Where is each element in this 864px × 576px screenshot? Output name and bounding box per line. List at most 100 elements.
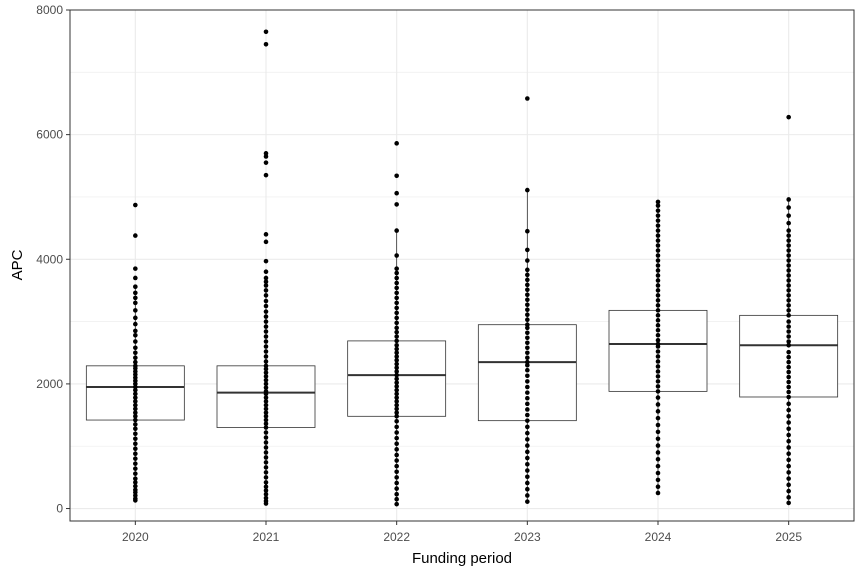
- data-point: [394, 430, 399, 435]
- data-point: [655, 374, 661, 379]
- data-point: [133, 399, 138, 404]
- data-point: [394, 380, 399, 385]
- data-point: [133, 476, 138, 481]
- data-point: [786, 426, 791, 432]
- data-point: [786, 288, 791, 293]
- data-point: [786, 303, 791, 308]
- data-point: [525, 474, 530, 480]
- y-axis-title: APC: [9, 249, 26, 280]
- data-point: [786, 414, 791, 419]
- data-point: [263, 370, 269, 375]
- data-point: [655, 484, 661, 490]
- data-point: [133, 410, 138, 415]
- data-point: [394, 452, 399, 458]
- data-point: [394, 295, 399, 301]
- data-point: [263, 430, 269, 435]
- data-point: [133, 426, 138, 432]
- data-point: [133, 436, 138, 442]
- data-point: [655, 389, 661, 394]
- data-point: [786, 394, 791, 400]
- data-point: [655, 258, 661, 263]
- data-point: [263, 314, 269, 319]
- data-point: [786, 298, 791, 303]
- data-point: [525, 384, 530, 390]
- data-point: [263, 385, 269, 390]
- data-point: [655, 318, 661, 323]
- data-point: [394, 325, 399, 331]
- data-point: [133, 422, 138, 427]
- data-point: [394, 406, 399, 412]
- data-point: [263, 460, 269, 465]
- data-point: [133, 471, 138, 476]
- data-point: [655, 223, 661, 228]
- data-point: [263, 417, 269, 423]
- data-point: [655, 477, 661, 483]
- data-point: [263, 421, 269, 427]
- data-point: [263, 293, 269, 298]
- data-point: [263, 344, 269, 349]
- data-point: [263, 172, 269, 178]
- data-point: [525, 340, 530, 346]
- data-point: [394, 387, 399, 393]
- data-point: [525, 96, 530, 101]
- data-point: [525, 282, 530, 288]
- data-point: [263, 495, 269, 501]
- data-point: [525, 455, 530, 461]
- data-point: [786, 354, 791, 360]
- data-point: [133, 441, 138, 447]
- data-point: [133, 461, 138, 466]
- data-point: [655, 436, 661, 442]
- data-point: [525, 390, 530, 395]
- data-point: [655, 359, 661, 364]
- data-point: [655, 384, 661, 389]
- data-point: [655, 369, 661, 374]
- data-point: [394, 435, 399, 441]
- x-axis-title: Funding period: [412, 550, 512, 567]
- data-point: [394, 253, 399, 258]
- data-point: [655, 332, 661, 338]
- data-point: [786, 238, 791, 243]
- data-point: [263, 151, 269, 156]
- data-point: [133, 350, 138, 356]
- data-point: [525, 277, 530, 283]
- data-point: [263, 470, 269, 475]
- data-point: [133, 300, 138, 306]
- data-point: [786, 268, 791, 273]
- data-point: [525, 345, 530, 351]
- data-point: [525, 335, 530, 341]
- data-point: [655, 303, 661, 308]
- data-point: [525, 443, 530, 448]
- data-point: [525, 367, 530, 373]
- data-point: [394, 320, 399, 326]
- data-point: [263, 232, 269, 237]
- data-point: [263, 381, 269, 387]
- data-point: [394, 496, 399, 502]
- data-point: [655, 470, 661, 476]
- data-point: [786, 308, 791, 313]
- data-point: [133, 355, 138, 361]
- data-point: [655, 218, 661, 223]
- data-point: [394, 270, 399, 276]
- data-point: [263, 288, 269, 293]
- data-point: [786, 432, 791, 438]
- data-point: [263, 334, 269, 339]
- data-point: [786, 243, 791, 248]
- data-point: [394, 447, 399, 452]
- data-point: [786, 379, 791, 385]
- data-point: [786, 364, 791, 370]
- x-tick-label: 2024: [645, 530, 672, 544]
- data-point: [394, 395, 399, 400]
- data-point: [525, 292, 530, 298]
- data-point: [133, 363, 138, 369]
- data-point: [786, 374, 791, 380]
- data-point: [133, 339, 138, 344]
- data-point: [655, 450, 661, 455]
- data-point: [525, 401, 530, 407]
- data-point: [263, 324, 269, 329]
- data-point: [394, 441, 399, 447]
- data-point: [655, 395, 661, 400]
- data-point: [394, 346, 399, 352]
- data-point: [263, 359, 269, 364]
- x-tick-label: 2025: [775, 530, 802, 544]
- data-point: [263, 298, 269, 304]
